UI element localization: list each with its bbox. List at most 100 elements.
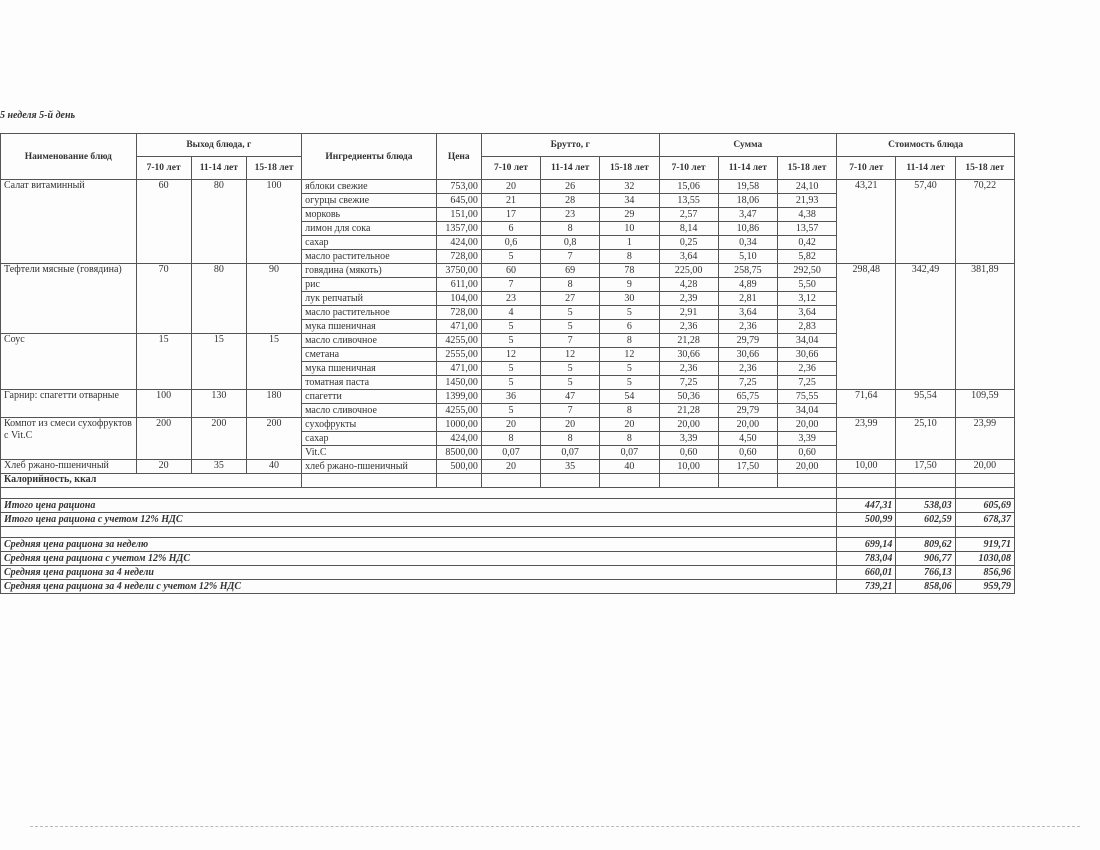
dish-cost: 43,21 — [836, 179, 897, 264]
sum: 0,60 — [717, 445, 778, 460]
empty-cell — [0, 526, 838, 538]
sum: 258,75 — [717, 263, 778, 278]
ingredient-name: говядина (мякоть) — [301, 263, 437, 278]
ingredient-name: яблоки свежие — [301, 179, 437, 194]
total-row: Средняя цена рациона с учетом 12% НДС 783… — [0, 551, 1016, 566]
dish-cost: 298,48 — [836, 263, 897, 390]
dish-cost: 25,10 — [895, 417, 956, 460]
total-value: 678,37 — [954, 512, 1016, 527]
ingredient-name: мука пшеничная — [301, 361, 437, 376]
sum: 13,55 — [658, 193, 719, 208]
sum: 7,25 — [776, 375, 838, 390]
sum: 292,50 — [776, 263, 838, 278]
brutto: 7 — [540, 249, 601, 264]
brutto: 69 — [540, 263, 601, 278]
dish-yield: 35 — [190, 459, 247, 474]
sum: 2,36 — [658, 319, 719, 334]
dish-name: Компот из смеси сухофруктов с Vit.C — [0, 417, 137, 460]
brutto: 1 — [599, 235, 660, 250]
total-value: 605,69 — [954, 498, 1016, 513]
brutto: 7 — [480, 277, 542, 292]
sum: 225,00 — [658, 263, 719, 278]
total-value: 856,96 — [954, 565, 1016, 580]
brutto: 12 — [540, 347, 601, 362]
empty-cell — [836, 526, 897, 538]
brutto: 36 — [480, 389, 542, 404]
dish-yield: 100 — [135, 389, 192, 418]
ingredient-price: 4255,00 — [435, 403, 482, 418]
brutto: 8 — [599, 403, 660, 418]
brutto: 8 — [599, 249, 660, 264]
sum: 34,04 — [776, 403, 838, 418]
brutto: 30 — [599, 291, 660, 306]
sum: 4,50 — [717, 431, 778, 446]
total-value: 500,99 — [836, 512, 897, 527]
empty-cell — [301, 473, 437, 488]
age-header: 15-18 лет — [599, 156, 660, 180]
sum: 50,36 — [658, 389, 719, 404]
dish-yield: 180 — [245, 389, 303, 418]
total-row: Средняя цена рациона за 4 недели 660,01 76… — [0, 565, 1016, 580]
sum: 2,36 — [776, 361, 838, 376]
sum: 2,36 — [658, 361, 719, 376]
sum: 10,86 — [717, 221, 778, 236]
ingredient-row: мука пшеничная 471,00 5 5 6 2,36 2,36 2,83 — [1, 319, 1015, 334]
brutto: 21 — [480, 193, 542, 208]
total-value: 699,14 — [836, 537, 897, 552]
sum: 0,42 — [776, 235, 838, 250]
age-header: 11-14 лет — [717, 156, 778, 180]
dish-yield: 40 — [245, 459, 303, 474]
header-cell: Брутто, г — [480, 133, 660, 157]
age-header: 11-14 лет — [895, 156, 956, 180]
brutto: 34 — [599, 193, 660, 208]
brutto: 5 — [540, 319, 601, 334]
total-label: Средняя цена рациона с учетом 12% НДС — [0, 551, 838, 566]
brutto: 5 — [480, 375, 542, 390]
sum: 34,04 — [776, 333, 838, 348]
sum: 2,81 — [717, 291, 778, 306]
sum: 4,28 — [658, 277, 719, 292]
ingredient-name: огурцы свежие — [301, 193, 437, 208]
brutto: 23 — [540, 207, 601, 222]
brutto: 29 — [599, 207, 660, 222]
header-cell: Наименование блюд — [0, 133, 137, 180]
ingredient-name: масло растительное — [301, 305, 437, 320]
ingredient-row: Тефтели мясные (говядина) 70 80 90 говядина … — [0, 263, 1016, 390]
ingredient-price: 2555,00 — [435, 347, 482, 362]
brutto: 47 — [540, 389, 601, 404]
menu-table: Наименование блюд Выход блюда, г Ингреди… — [0, 133, 1016, 594]
brutto: 7 — [540, 333, 601, 348]
sum: 5,82 — [776, 249, 838, 264]
dish-yield: 80 — [190, 179, 247, 264]
sum: 0,25 — [658, 235, 719, 250]
ingredient-price: 151,00 — [435, 207, 482, 222]
empty-cell — [599, 473, 660, 488]
ingredient-name: масло сливочное — [301, 403, 437, 418]
sum: 30,66 — [658, 347, 719, 362]
sum: 4,89 — [717, 277, 778, 292]
title: 5 неделя 5-й день — [0, 110, 76, 121]
total-row: Итого цена рациона с учетом 12% НДС 500,9… — [0, 512, 1016, 527]
total-value: 739,21 — [836, 579, 897, 594]
sum: 4,38 — [776, 207, 838, 222]
sum: 3,64 — [717, 305, 778, 320]
dish-yield: 130 — [190, 389, 247, 418]
brutto: 23 — [480, 291, 542, 306]
empty-cell — [0, 487, 838, 499]
ingredient-name: томатная паста — [301, 375, 437, 390]
age-header: 7-10 лет — [480, 156, 542, 180]
brutto: 5 — [540, 361, 601, 376]
brutto: 5 — [480, 333, 542, 348]
sum: 20,00 — [717, 417, 778, 432]
sum: 2,36 — [717, 361, 778, 376]
ingredient-row: лимон для сока 1357,00 6 8 10 8,14 10,86 13,57 — [1, 221, 1015, 236]
total-value: 602,59 — [895, 512, 956, 527]
sum: 20,00 — [776, 417, 838, 432]
dish-cost: 109,59 — [954, 389, 1016, 418]
dish-cost: 57,40 — [895, 179, 956, 264]
brutto: 20 — [480, 179, 542, 194]
brutto: 5 — [480, 403, 542, 418]
header-cell: Сумма — [658, 133, 838, 157]
age-header: 15-18 лет — [245, 156, 303, 180]
